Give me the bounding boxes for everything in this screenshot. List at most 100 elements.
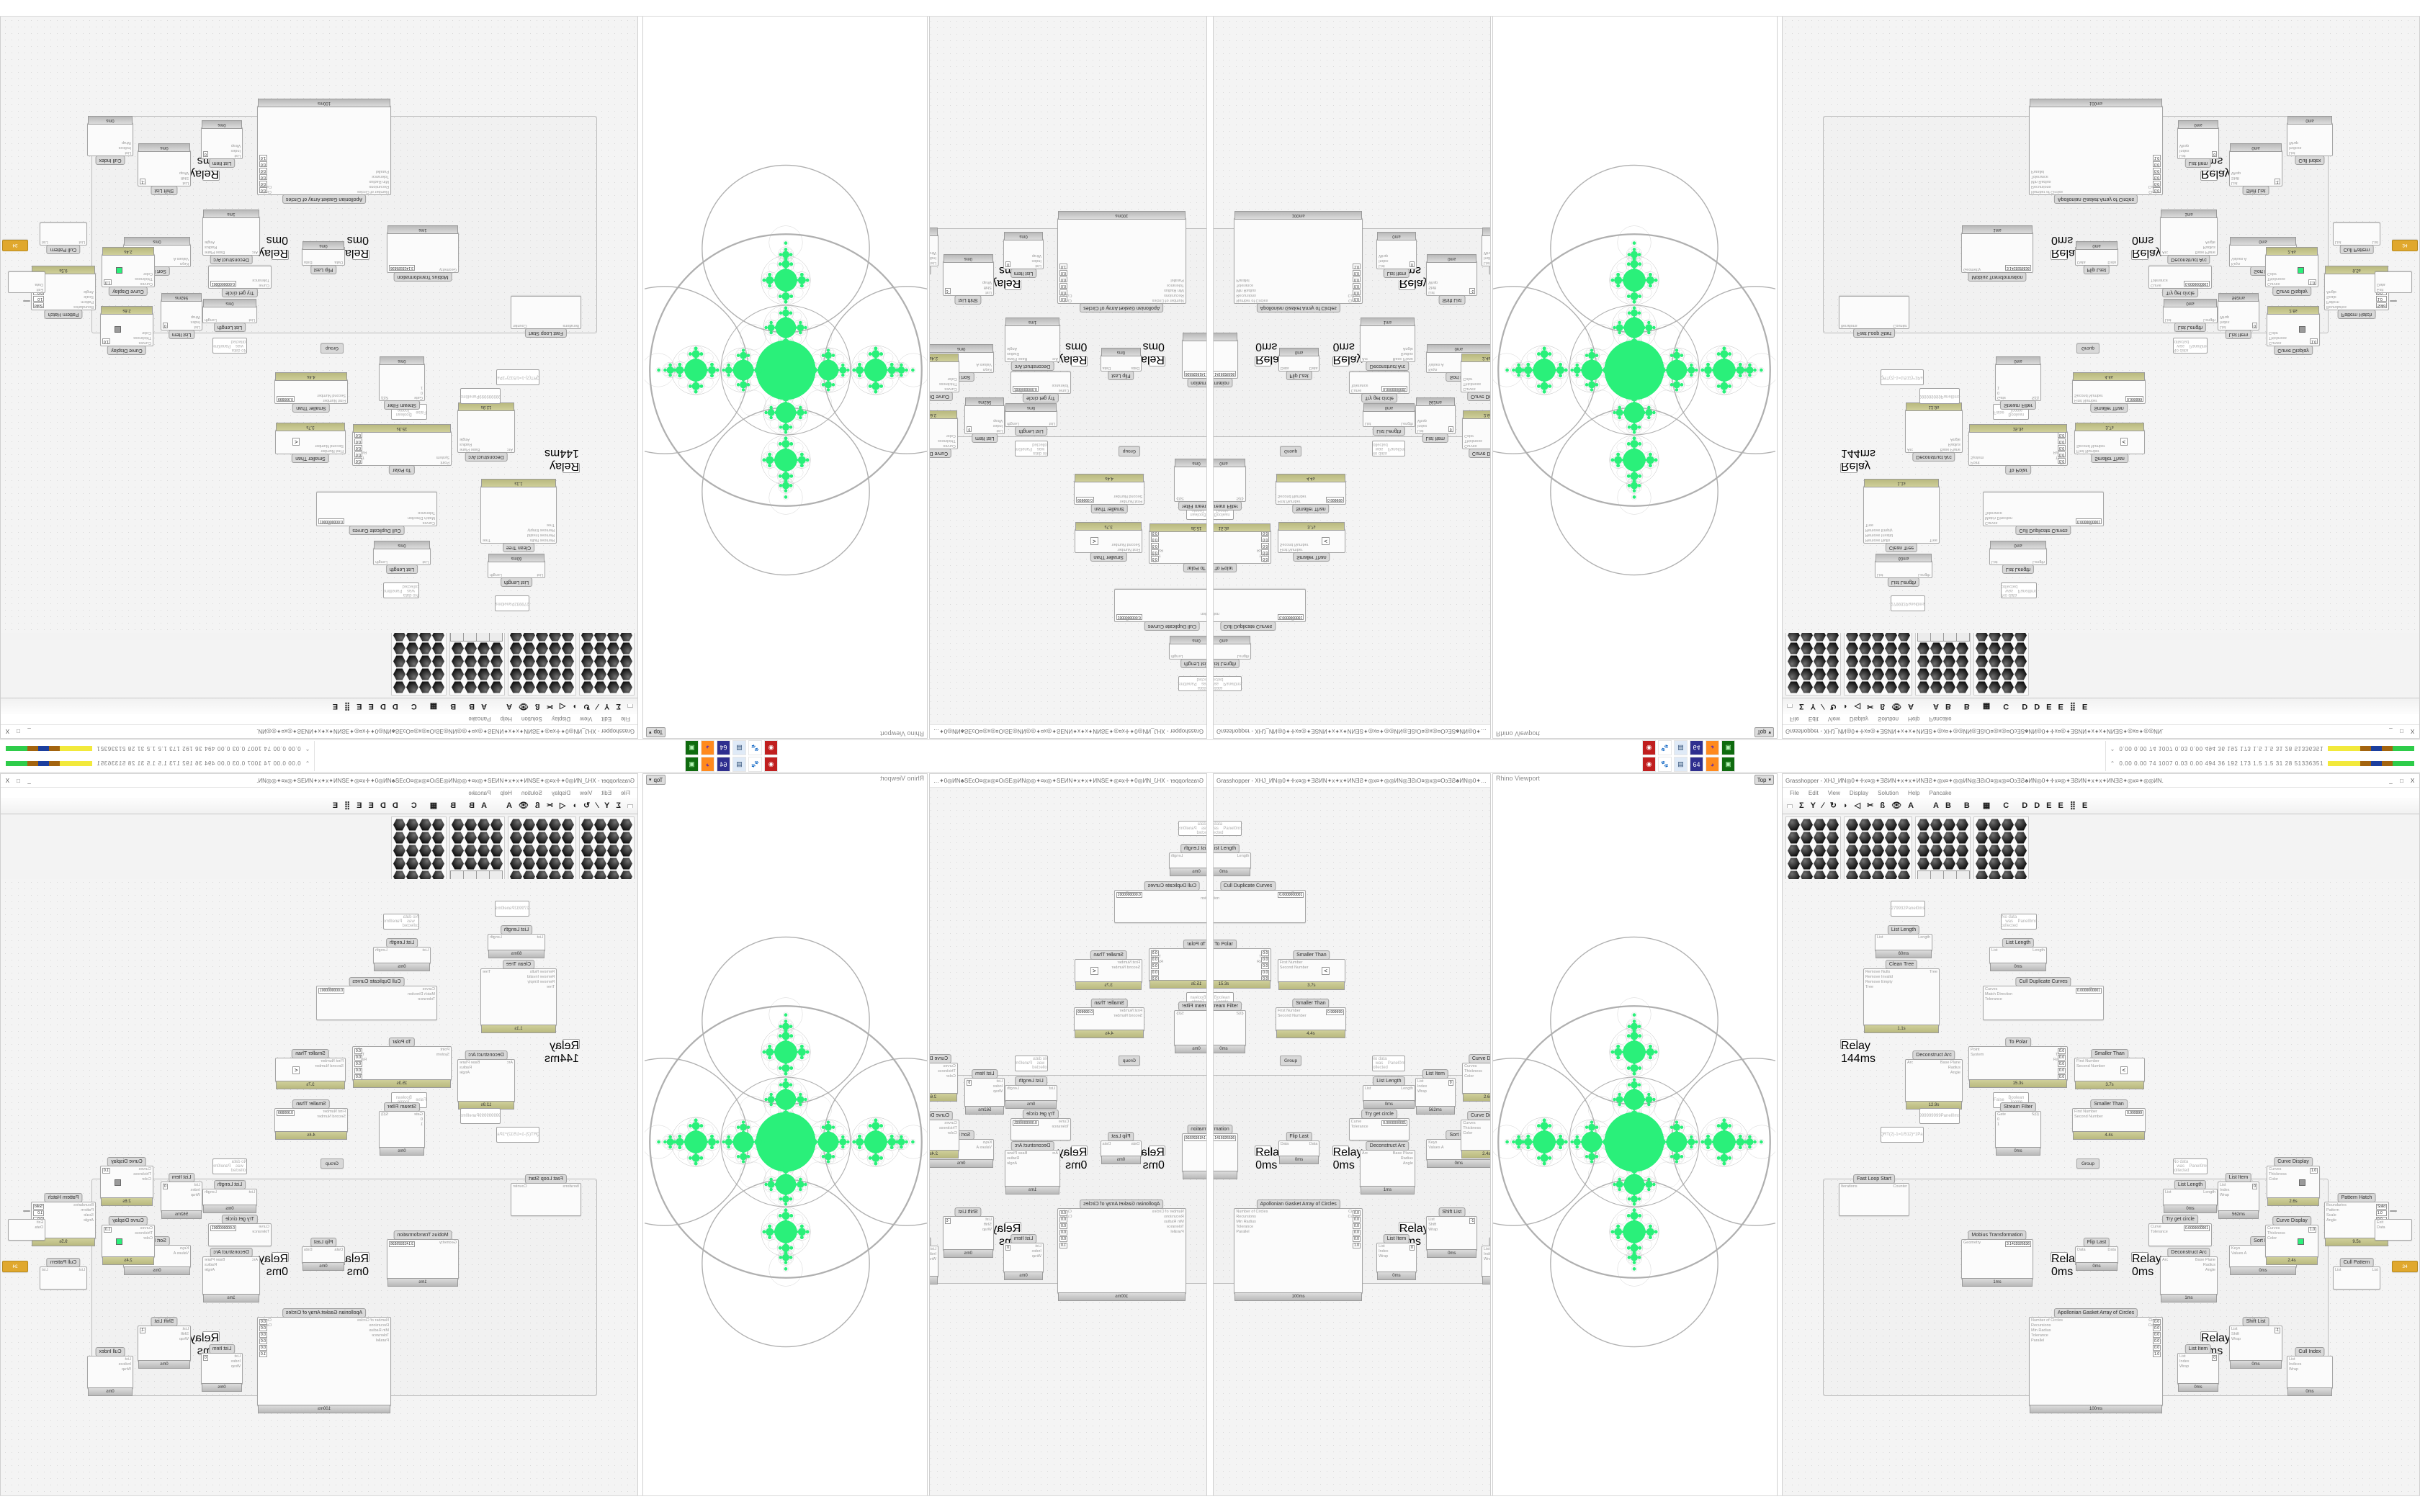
flip-last[interactable]: Flip Last Data Data 0ms bbox=[1100, 348, 1142, 381]
chevron-down-icon[interactable]: ▾ bbox=[1768, 729, 1771, 734]
output-port[interactable]: Angle bbox=[205, 240, 215, 244]
input-port[interactable]: Match Direction bbox=[1200, 611, 1206, 616]
output-port[interactable]: Data bbox=[1102, 1141, 1111, 1146]
palette-component-icon[interactable] bbox=[419, 655, 431, 667]
tab-curve[interactable]: ↻ bbox=[1829, 801, 1837, 810]
apollonian-gasket-array-of-circles[interactable]: Apollonian Gasket Array of Circles Number… bbox=[257, 99, 391, 204]
palette-component-icon[interactable] bbox=[549, 845, 561, 857]
tab-d2[interactable]: D bbox=[2034, 801, 2040, 810]
tab-dots[interactable]: ⣿ bbox=[344, 801, 351, 810]
input-ports[interactable]: Curve Tolerance bbox=[1052, 1120, 1069, 1139]
palette-component-icon[interactable] bbox=[1930, 655, 1942, 667]
inline-values[interactable]: 0 bbox=[1410, 1244, 1415, 1251]
input-port[interactable]: Data bbox=[1280, 366, 1289, 371]
apollonian-gasket-array-of-circles[interactable]: Apollonian Gasket Array of Circles Number… bbox=[1234, 211, 1363, 313]
value-field[interactable]: 0.0000000001 bbox=[1116, 613, 1142, 620]
input-port[interactable]: List bbox=[1428, 1218, 1435, 1223]
input-ports[interactable]: List bbox=[1365, 412, 1371, 426]
palette-component-icon[interactable] bbox=[1930, 832, 1942, 844]
palette-component-icon[interactable] bbox=[432, 858, 444, 870]
output-port[interactable]: Length bbox=[205, 318, 217, 322]
input-port[interactable]: 1 bbox=[420, 385, 423, 390]
input-port[interactable]: Tolerance bbox=[418, 510, 435, 515]
palette-component-icon[interactable] bbox=[1989, 668, 2001, 680]
input-port[interactable]: List bbox=[125, 1357, 131, 1362]
tray-icon-floppy-64[interactable]: 64 bbox=[1690, 757, 1703, 772]
output-ports[interactable]: S{0} bbox=[1176, 467, 1183, 500]
input-port[interactable]: List bbox=[125, 150, 131, 155]
output-port[interactable]: S{0} bbox=[1176, 1012, 1184, 1017]
inline-values[interactable]: 0.0000000001 bbox=[210, 1225, 236, 1231]
value-field[interactable]: 0.0 bbox=[2058, 438, 2066, 444]
palette-component-icon[interactable] bbox=[1859, 642, 1871, 654]
palette-component-icon[interactable] bbox=[1989, 819, 2001, 831]
input-port[interactable]: Index bbox=[2179, 1359, 2190, 1364]
value-field[interactable]: 0 bbox=[2212, 1355, 2217, 1361]
output-port[interactable]: S{0} bbox=[1176, 495, 1184, 500]
panel-nines[interactable]: 999999999 Panel 0ms bbox=[1919, 388, 1960, 404]
tray-icon-firefox[interactable]: ◕ bbox=[701, 740, 714, 755]
tab-a1[interactable]: A bbox=[506, 702, 512, 711]
inline-values[interactable]: 0.0000000001 bbox=[318, 988, 344, 994]
value-field[interactable]: 0.0 bbox=[1261, 556, 1270, 562]
tray-icon-calculator[interactable]: ▤ bbox=[1674, 740, 1688, 755]
palette-component-icon[interactable] bbox=[1917, 832, 1930, 844]
menu-item-pancake[interactable]: Pancake bbox=[1929, 789, 1952, 796]
inline-values[interactable]: 0.0000000001 bbox=[318, 518, 344, 524]
palette-component-icon[interactable] bbox=[1801, 832, 1813, 844]
apollonian-gasket-array-of-circles[interactable]: Apollonian Gasket Array of Circles Number… bbox=[2029, 1308, 2163, 1413]
inline-values[interactable]: 3.1415926536 bbox=[389, 265, 415, 271]
tab-dots[interactable]: ⣿ bbox=[2069, 702, 2076, 711]
value-field[interactable]: 0.0 bbox=[259, 181, 267, 186]
maximize-icon[interactable]: □ bbox=[2400, 728, 2403, 735]
value-field[interactable]: 3.1415926536 bbox=[1183, 371, 1206, 377]
value-field[interactable]: 0.0 bbox=[2058, 445, 2066, 451]
relay-3[interactable]: Relay 0ms bbox=[2131, 1252, 2161, 1278]
inline-values[interactable]: 3.1415926536 bbox=[2005, 265, 2031, 271]
output-ports[interactable]: Data bbox=[1103, 1142, 1111, 1156]
input-port[interactable]: Indices bbox=[2289, 145, 2302, 150]
input-port[interactable]: Match Direction bbox=[1214, 896, 1220, 901]
tab-vector[interactable]: ∕ bbox=[1821, 702, 1824, 711]
input-port[interactable]: Second Number bbox=[2076, 1064, 2105, 1068]
relay-3[interactable]: Relay 0ms bbox=[259, 1252, 289, 1278]
input-ports[interactable]: Arc bbox=[1362, 326, 1368, 361]
palette-component-icon[interactable] bbox=[490, 655, 503, 667]
input-ports[interactable]: Curves Thickness Color bbox=[1463, 362, 1481, 391]
value-field[interactable]: -1 bbox=[1469, 287, 1476, 294]
input-port[interactable]: Exit bbox=[36, 287, 43, 292]
palette-component-icon[interactable] bbox=[452, 681, 464, 693]
palette-component-icon[interactable] bbox=[1956, 858, 1968, 870]
palette-component-icon[interactable] bbox=[1885, 845, 1897, 857]
output-port[interactable]: Counter bbox=[513, 1184, 527, 1189]
palette-component-icon[interactable] bbox=[1989, 832, 2001, 844]
value-field[interactable]: 0.0000000001 bbox=[1116, 892, 1142, 899]
input-port[interactable]: Color bbox=[2269, 1177, 2279, 1182]
output-ports[interactable]: List bbox=[42, 224, 48, 244]
input-port[interactable]: Tolerance bbox=[418, 997, 435, 1002]
input-port[interactable]: Gate bbox=[414, 1112, 423, 1117]
list-item-2[interactable]: List ItemListIndexWrapi0562ms bbox=[161, 1173, 202, 1219]
input-port[interactable]: Index bbox=[2220, 320, 2230, 324]
input-ports[interactable]: Curves Thickness Color bbox=[938, 1064, 956, 1093]
palette-component-icon[interactable] bbox=[1872, 655, 1884, 667]
minimize-icon[interactable]: _ bbox=[2389, 777, 2393, 784]
tab-surface[interactable]: ◗ bbox=[572, 702, 577, 711]
palette-component-icon[interactable] bbox=[536, 832, 548, 844]
tab-vector[interactable]: ∕ bbox=[1821, 801, 1824, 810]
inline-values[interactable]: 0.0000000001 bbox=[2184, 1225, 2210, 1231]
input-port[interactable]: Recursions bbox=[369, 184, 389, 189]
input-ports[interactable]: List bbox=[537, 562, 543, 577]
palette-component-icon[interactable] bbox=[549, 858, 561, 870]
palette-component-icon[interactable] bbox=[406, 668, 418, 680]
palette-component-icon[interactable] bbox=[1814, 655, 1826, 667]
input-port[interactable]: Tolerance bbox=[1214, 901, 1219, 906]
menu-item-display[interactable]: Display bbox=[1849, 716, 1869, 723]
input-ports[interactable]: Curves Thickness Color bbox=[2269, 1167, 2287, 1197]
input-ports[interactable]: List bbox=[537, 935, 543, 950]
